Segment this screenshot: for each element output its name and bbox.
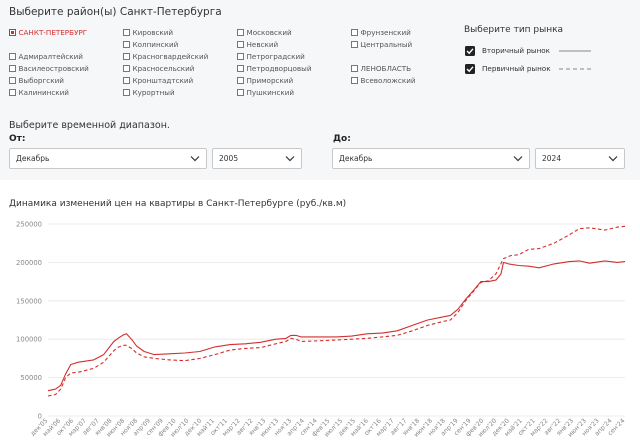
- checkbox-box: [9, 29, 16, 36]
- checkbox-box: [237, 53, 244, 60]
- district-label: Центральный: [360, 40, 413, 49]
- dashed-line-legend-icon: [559, 68, 591, 70]
- district-label: Кировский: [132, 28, 174, 37]
- district-label: Петроградский: [246, 52, 305, 61]
- district-label: Всеволожский: [360, 76, 416, 85]
- district-checkbox[interactable]: Кронштадтский: [123, 76, 193, 85]
- district-label: Петродворцовый: [246, 64, 312, 73]
- district-label: Красногвардейский: [132, 52, 209, 61]
- district-label: Московский: [246, 28, 292, 37]
- district-checkbox[interactable]: Центральный: [351, 40, 412, 49]
- checkbox-box: [237, 29, 244, 36]
- checkbox-box: [123, 77, 130, 84]
- district-checkbox[interactable]: ЛЕНОБЛАСТЬ: [351, 64, 411, 73]
- districts-title: Выберите район(ы) Санкт-Петербурга: [9, 6, 222, 18]
- district-checkbox[interactable]: Красносельский: [123, 64, 194, 73]
- y-tick-label: 0: [38, 413, 42, 421]
- y-tick-label: 50000: [20, 374, 42, 382]
- from-month-value: Декабрь: [16, 154, 50, 163]
- district-label: Василеостровский: [18, 64, 89, 73]
- market-title: Выберите тип рынка: [464, 25, 564, 35]
- checkbox-checked-icon: [465, 45, 475, 56]
- y-tick-label: 200000: [16, 259, 42, 267]
- checkbox-box: [123, 29, 130, 36]
- checkbox-box: [237, 65, 244, 72]
- checkbox-box: [9, 77, 16, 84]
- market-primary-checkbox[interactable]: Первичный рынок: [465, 63, 551, 74]
- district-label: Фрунзенский: [360, 28, 411, 37]
- checkbox-box: [351, 77, 358, 84]
- chart-title: Динамика изменений цен на квартиры в Сан…: [9, 199, 347, 209]
- y-tick-label: 250000: [16, 221, 42, 229]
- checkbox-box: [123, 41, 130, 48]
- checkbox-box: [123, 89, 130, 96]
- primary-market-line: [47, 225, 626, 397]
- checkbox-box: [9, 65, 16, 72]
- to-year-select[interactable]: 2024: [535, 148, 625, 169]
- checkbox-box: [237, 41, 244, 48]
- market-secondary-label: Вторичный рынок: [482, 46, 551, 55]
- district-label: Приморский: [246, 76, 294, 85]
- district-checkbox[interactable]: Калининский: [9, 88, 69, 97]
- district-label: Кронштадтский: [132, 76, 194, 85]
- checkbox-box: [237, 77, 244, 84]
- district-checkbox[interactable]: Адмиралтейский: [9, 52, 83, 61]
- chevron-down-icon: [513, 156, 523, 162]
- checkbox-box: [351, 29, 358, 36]
- district-checkbox[interactable]: Выборгский: [9, 76, 64, 85]
- price-line-chart: 050000100000150000200000250000дек'05май'…: [16, 221, 626, 439]
- checkbox-box: [9, 53, 16, 60]
- district-label: САНКТ-ПЕТЕРБУРГ: [18, 28, 88, 37]
- checkbox-box: [9, 89, 16, 96]
- to-year-value: 2024: [542, 154, 562, 163]
- district-checkbox[interactable]: Красногвардейский: [123, 52, 208, 61]
- to-month-select[interactable]: Декабрь: [332, 148, 530, 169]
- district-checkbox[interactable]: Всеволожский: [351, 76, 416, 85]
- district-label: Калининский: [18, 88, 69, 97]
- district-label: Выборгский: [18, 76, 64, 85]
- checkbox-checked-icon: [465, 63, 475, 74]
- district-label: Курортный: [132, 88, 175, 97]
- district-label: Красносельский: [132, 64, 195, 73]
- filter-panel: Выберите район(ы) Санкт-Петербурга САНКТ…: [0, 0, 640, 180]
- district-checkbox[interactable]: Пушкинский: [237, 88, 294, 97]
- district-checkbox[interactable]: Колпинский: [123, 40, 178, 49]
- chevron-down-icon: [285, 156, 295, 162]
- checkbox-box: [237, 89, 244, 96]
- district-label: ЛЕНОБЛАСТЬ: [360, 64, 412, 73]
- from-year-select[interactable]: 2005: [212, 148, 302, 169]
- from-year-value: 2005: [219, 154, 239, 163]
- chevron-down-icon: [190, 156, 200, 162]
- district-label: Адмиралтейский: [18, 52, 83, 61]
- district-checkbox[interactable]: Приморский: [237, 76, 293, 85]
- chevron-down-icon: [608, 156, 618, 162]
- to-month-value: Декабрь: [339, 154, 373, 163]
- market-primary-label: Первичный рынок: [482, 64, 551, 73]
- district-label: Невский: [246, 40, 279, 49]
- district-checkbox[interactable]: Кировский: [123, 28, 173, 37]
- y-tick-label: 150000: [16, 297, 42, 305]
- district-checkbox[interactable]: Московский: [237, 28, 292, 37]
- from-month-select[interactable]: Декабрь: [9, 148, 207, 169]
- checkbox-box: [123, 65, 130, 72]
- checkbox-box: [351, 41, 358, 48]
- district-checkbox[interactable]: Петроградский: [237, 52, 305, 61]
- y-tick-label: 100000: [16, 336, 42, 344]
- district-checkbox[interactable]: Невский: [237, 40, 278, 49]
- range-title: Выберите временной диапазон.: [9, 120, 170, 131]
- district-checkbox[interactable]: САНКТ-ПЕТЕРБУРГ: [9, 28, 87, 37]
- district-checkbox[interactable]: Курортный: [123, 88, 175, 97]
- from-label: От:: [9, 134, 26, 144]
- checkbox-box: [351, 65, 358, 72]
- secondary-market-line: [47, 260, 626, 392]
- checkbox-box: [123, 53, 130, 60]
- solid-line-legend-icon: [559, 50, 591, 52]
- to-label: До:: [333, 134, 351, 144]
- district-label: Пушкинский: [246, 88, 295, 97]
- district-checkbox[interactable]: Петродворцовый: [237, 64, 312, 73]
- district-checkbox[interactable]: Фрунзенский: [351, 28, 411, 37]
- district-checkbox[interactable]: Василеостровский: [9, 64, 89, 73]
- market-secondary-checkbox[interactable]: Вторичный рынок: [465, 45, 550, 56]
- district-label: Колпинский: [132, 40, 179, 49]
